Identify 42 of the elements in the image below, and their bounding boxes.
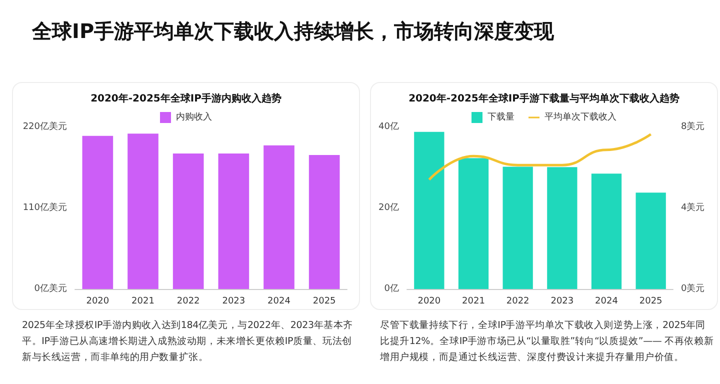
text: 全球IP手游平均单次下载收入持续增长，市场转向深度变现	[32, 18, 554, 45]
x-tick-label: 2021	[462, 296, 485, 306]
x-tick-label: 2023	[550, 296, 574, 306]
x-tick-label: 2022	[176, 296, 200, 306]
bar	[591, 174, 622, 289]
bar	[502, 166, 533, 289]
bar	[218, 154, 250, 289]
legend-label: 平均单次下载收入	[544, 112, 616, 122]
bar	[636, 192, 666, 289]
text: 尽管下载量持续下行，全球IP手游平均单次下载收入则逆势上涨，2025年同比提升12%。全球IP手游市场已从“以量取胜”转向“以质提效”—— 不再依赖新增用户规模，而是通过长线运营、深度付费设计来提升存量用户价值。	[380, 319, 714, 365]
x-tick-label: 2025	[312, 296, 336, 306]
bar	[547, 167, 578, 289]
chart-title: 2020年-2025年全球IP手游下载量与平均单次下载收入趋势	[408, 92, 680, 104]
y-tick-label: 40亿	[378, 121, 399, 132]
y2-tick-label: 4美元	[681, 202, 705, 213]
y-tick-label: 0亿	[384, 283, 399, 294]
chart-title: 2020年-2025年全球IP手游内购收入趋势	[90, 92, 282, 104]
legend-label: 内购收入	[176, 112, 212, 122]
x-tick-label: 2020	[418, 296, 441, 306]
bar	[458, 158, 489, 289]
y2-tick-label: 0美元	[681, 283, 705, 294]
bar	[128, 134, 158, 289]
y-tick-label: 220亿美元	[22, 121, 67, 132]
legend-label: 下载量	[488, 112, 514, 122]
x-tick-label: 2020	[86, 296, 110, 306]
y-tick-label: 20亿	[378, 202, 399, 213]
y-tick-label: 110亿美元	[22, 202, 67, 213]
x-tick-label: 2022	[506, 296, 530, 306]
bar	[308, 154, 340, 289]
y-tick-label: 0亿美元	[34, 283, 67, 294]
x-tick-label: 2021	[132, 296, 154, 306]
y2-tick-label: 8美元	[681, 121, 705, 132]
x-tick-label: 2025	[639, 296, 662, 306]
x-tick-label: 2024	[595, 296, 618, 306]
bar	[414, 132, 444, 289]
line-series	[428, 133, 652, 181]
bar	[82, 136, 114, 289]
x-tick-label: 2024	[268, 296, 291, 306]
bar	[172, 154, 204, 289]
bar	[264, 145, 294, 289]
text: 2025年全球授权IP手游内购收入达到184亿美元，与2022年、2023年基本齐平。IP手游已从高速增长期进入成熟波动期，未来增长更依赖IP质量、玩法创新与长线运营，而非单纯的用户数量扩张。	[22, 319, 354, 365]
x-tick-label: 2023	[222, 296, 246, 306]
